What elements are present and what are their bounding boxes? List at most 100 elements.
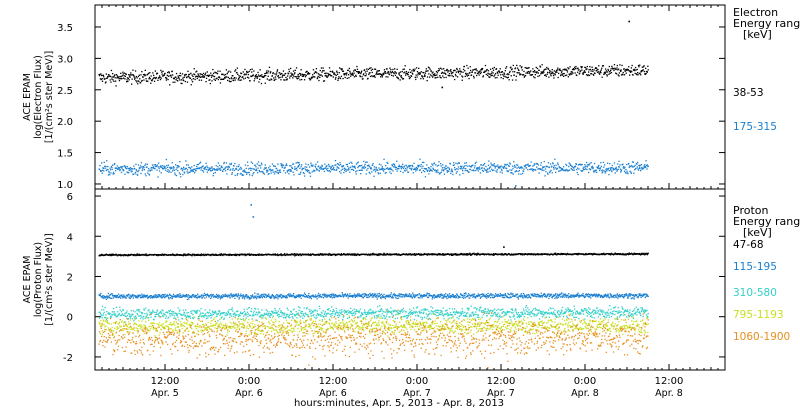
data-point bbox=[447, 294, 448, 295]
data-point bbox=[158, 166, 159, 167]
data-point bbox=[496, 77, 497, 78]
data-point bbox=[523, 171, 524, 172]
data-point bbox=[267, 78, 268, 79]
data-point bbox=[246, 296, 247, 297]
data-point bbox=[384, 169, 385, 170]
data-point bbox=[555, 172, 556, 173]
data-point bbox=[541, 169, 542, 170]
data-point bbox=[506, 77, 507, 78]
data-point bbox=[419, 293, 420, 294]
data-point bbox=[214, 76, 215, 77]
data-point bbox=[553, 168, 554, 169]
data-point bbox=[274, 173, 275, 174]
data-point bbox=[465, 170, 466, 171]
data-point bbox=[300, 172, 301, 173]
data-point bbox=[536, 71, 537, 72]
data-point bbox=[446, 168, 447, 169]
data-point bbox=[149, 72, 150, 73]
data-point bbox=[547, 74, 548, 75]
data-point bbox=[306, 75, 307, 76]
data-point bbox=[141, 294, 142, 295]
data-point bbox=[133, 297, 134, 298]
data-point bbox=[206, 78, 207, 79]
data-point bbox=[474, 294, 475, 295]
data-point bbox=[107, 76, 108, 77]
data-point bbox=[235, 79, 236, 80]
data-point bbox=[586, 74, 587, 75]
data-point bbox=[287, 75, 288, 76]
data-point bbox=[237, 74, 238, 75]
data-point bbox=[513, 161, 514, 162]
data-point bbox=[417, 71, 418, 72]
data-point bbox=[598, 71, 599, 72]
data-point bbox=[356, 296, 357, 297]
data-point bbox=[179, 75, 180, 76]
data-point bbox=[285, 172, 286, 173]
data-point bbox=[412, 297, 413, 298]
data-point bbox=[234, 77, 235, 78]
data-point bbox=[428, 73, 429, 74]
data-point bbox=[283, 170, 284, 171]
data-point bbox=[582, 164, 583, 165]
data-point bbox=[121, 172, 122, 173]
data-point bbox=[259, 171, 260, 172]
data-point bbox=[432, 72, 433, 73]
data-point bbox=[238, 293, 239, 294]
data-point bbox=[479, 294, 480, 295]
data-point bbox=[603, 162, 604, 163]
data-point bbox=[540, 169, 541, 170]
data-point bbox=[557, 68, 558, 69]
data-point bbox=[243, 295, 244, 296]
data-point bbox=[457, 69, 458, 70]
data-point bbox=[309, 166, 310, 167]
data-point bbox=[312, 165, 313, 166]
data-point bbox=[159, 75, 160, 76]
data-point bbox=[577, 168, 578, 169]
data-point bbox=[462, 80, 463, 81]
data-point bbox=[558, 166, 559, 167]
data-point bbox=[400, 71, 401, 72]
data-point bbox=[293, 174, 294, 175]
data-point bbox=[611, 72, 612, 73]
data-point bbox=[636, 74, 637, 75]
data-point bbox=[314, 76, 315, 77]
data-point bbox=[264, 73, 265, 74]
data-point bbox=[442, 75, 443, 76]
data-point bbox=[138, 170, 139, 171]
data-point bbox=[394, 165, 395, 166]
data-point bbox=[193, 171, 194, 172]
data-point bbox=[282, 167, 283, 168]
data-point bbox=[337, 80, 338, 81]
data-point bbox=[381, 294, 382, 295]
data-point bbox=[470, 66, 471, 67]
data-point bbox=[479, 166, 480, 167]
data-point bbox=[603, 65, 604, 66]
data-point bbox=[375, 169, 376, 170]
data-point bbox=[410, 165, 411, 166]
data-point bbox=[616, 69, 617, 70]
data-point bbox=[625, 169, 626, 170]
data-point bbox=[585, 165, 586, 166]
data-point bbox=[101, 170, 102, 171]
data-point bbox=[244, 69, 245, 70]
data-point bbox=[225, 166, 226, 167]
data-point bbox=[528, 294, 529, 295]
data-point bbox=[247, 77, 248, 78]
data-point bbox=[461, 71, 462, 72]
data-point bbox=[401, 75, 402, 76]
legend-entry: 175-315 bbox=[733, 121, 777, 133]
data-point bbox=[465, 76, 466, 77]
data-point bbox=[522, 69, 523, 70]
data-point bbox=[493, 76, 494, 77]
data-point bbox=[255, 295, 256, 296]
data-point bbox=[398, 168, 399, 169]
data-point bbox=[555, 74, 556, 75]
data-point bbox=[256, 297, 257, 298]
data-point bbox=[379, 70, 380, 71]
data-point bbox=[527, 73, 528, 74]
data-point bbox=[536, 67, 537, 68]
data-point bbox=[124, 174, 125, 175]
data-point bbox=[594, 73, 595, 74]
data-point bbox=[194, 165, 195, 166]
data-point bbox=[333, 167, 334, 168]
